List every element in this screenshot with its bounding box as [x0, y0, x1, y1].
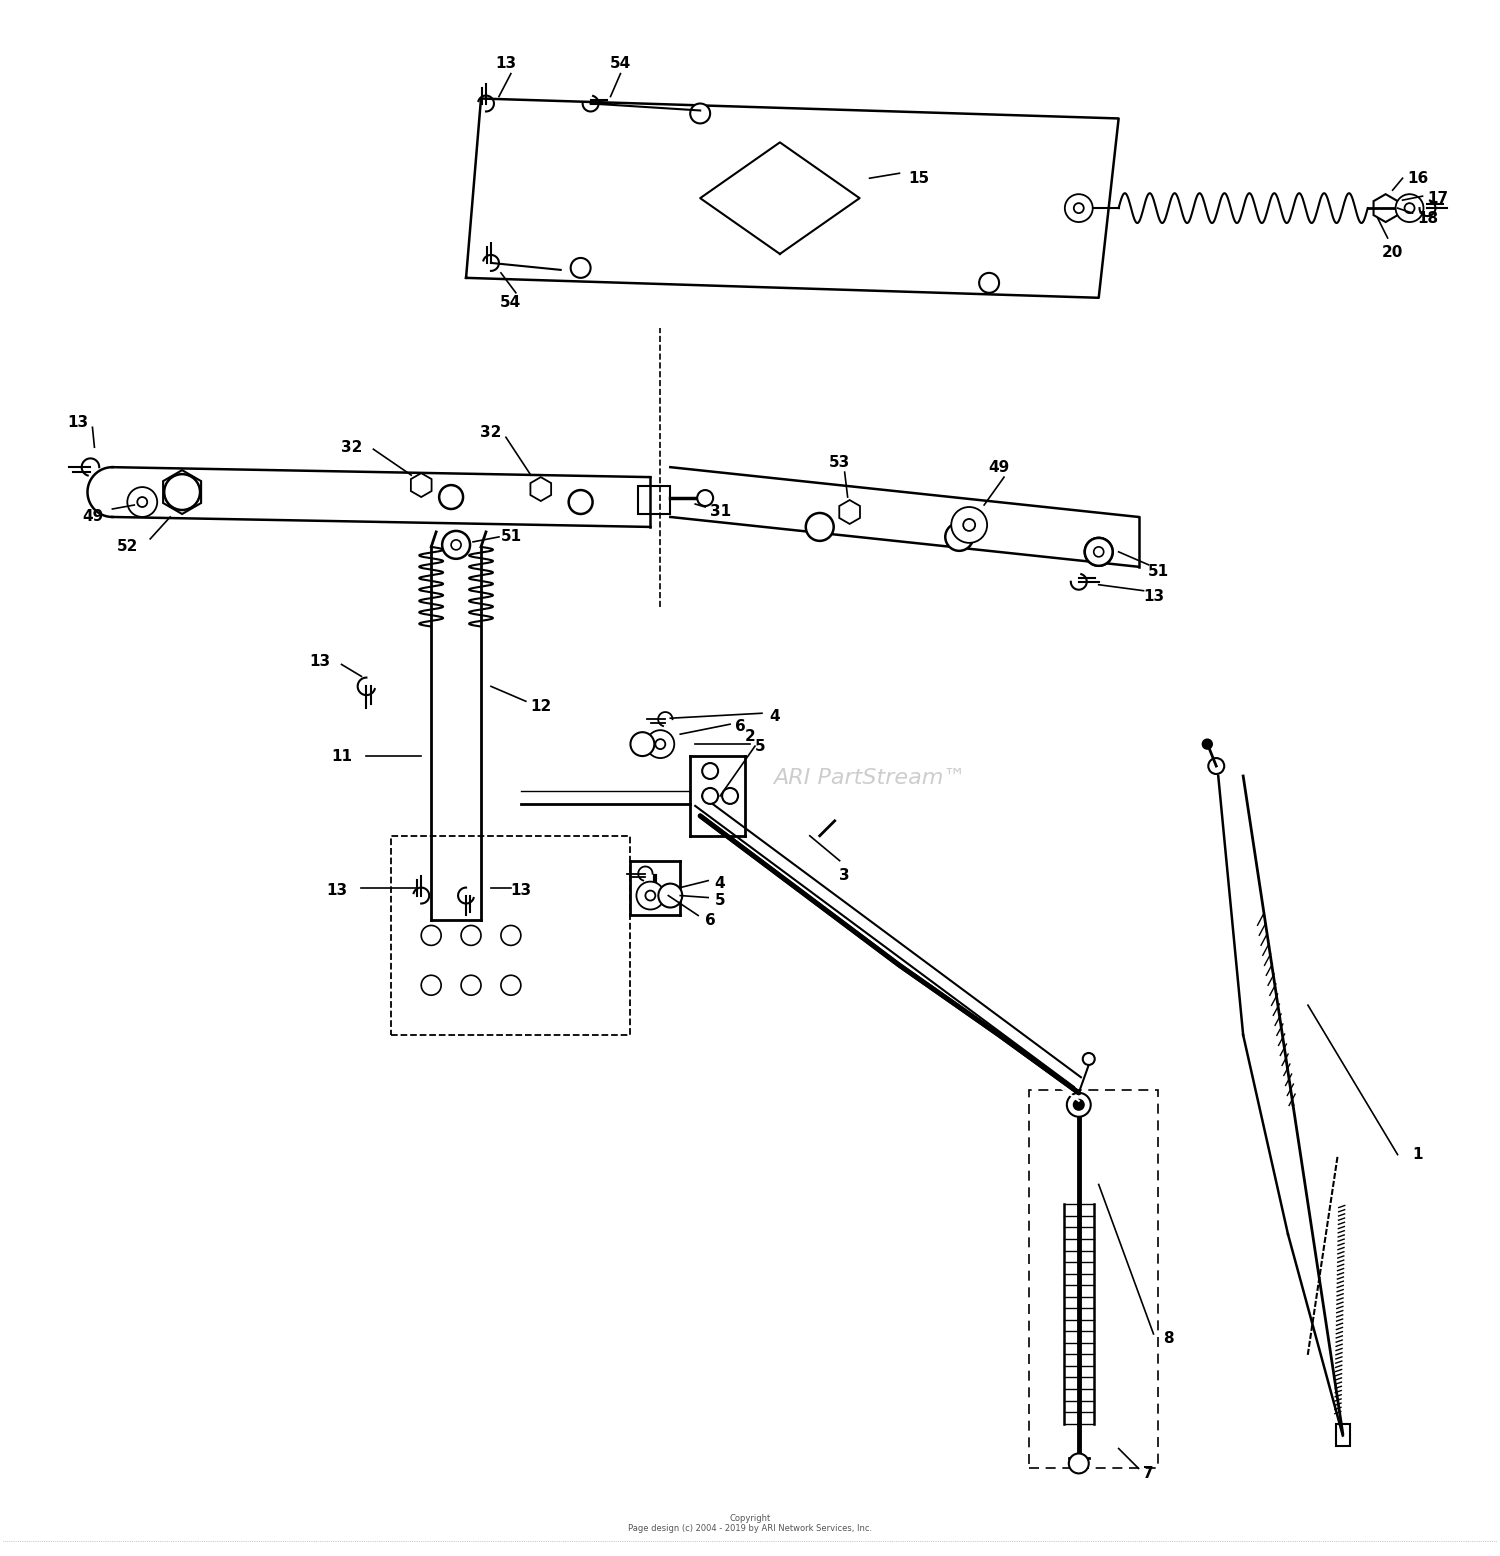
Text: 5: 5 — [754, 739, 765, 753]
Text: 49: 49 — [82, 509, 104, 524]
Circle shape — [501, 976, 520, 996]
Text: 16: 16 — [1407, 171, 1428, 185]
Circle shape — [1074, 1100, 1084, 1109]
Text: 31: 31 — [710, 504, 730, 520]
Circle shape — [452, 540, 460, 549]
Bar — [1029, 1089, 1158, 1469]
Text: ARI PartStream™: ARI PartStream™ — [772, 769, 966, 787]
Text: 6: 6 — [735, 719, 746, 734]
Text: 51: 51 — [1148, 565, 1168, 579]
Text: 11: 11 — [332, 748, 352, 764]
Circle shape — [1070, 1453, 1089, 1474]
Text: 4: 4 — [770, 708, 780, 724]
Circle shape — [722, 787, 738, 804]
Circle shape — [963, 520, 975, 531]
Text: 1: 1 — [1413, 1147, 1424, 1162]
Circle shape — [945, 523, 974, 551]
Circle shape — [951, 507, 987, 543]
Circle shape — [690, 104, 709, 123]
Circle shape — [460, 976, 482, 996]
Text: 18: 18 — [1418, 210, 1438, 226]
Text: 52: 52 — [117, 540, 138, 554]
Text: 17: 17 — [1426, 191, 1448, 205]
Text: 5: 5 — [716, 893, 726, 909]
Circle shape — [1084, 538, 1113, 566]
Circle shape — [422, 976, 441, 996]
Text: 13: 13 — [309, 654, 330, 669]
Circle shape — [1065, 194, 1092, 223]
Text: 54: 54 — [610, 56, 632, 72]
Circle shape — [1404, 204, 1414, 213]
Bar — [639, 485, 670, 513]
Circle shape — [138, 496, 147, 507]
Circle shape — [980, 272, 999, 293]
Circle shape — [698, 490, 712, 506]
Circle shape — [1074, 204, 1084, 213]
Circle shape — [656, 739, 666, 748]
Circle shape — [568, 490, 592, 513]
Bar — [1336, 1424, 1350, 1446]
Text: 51: 51 — [501, 529, 522, 545]
Text: 3: 3 — [840, 868, 850, 884]
Text: 13: 13 — [495, 56, 516, 72]
Text: 53: 53 — [830, 454, 850, 470]
Circle shape — [460, 926, 482, 946]
Text: 13: 13 — [68, 415, 88, 429]
Circle shape — [646, 730, 675, 758]
Text: 13: 13 — [1143, 590, 1164, 604]
Text: 13: 13 — [326, 884, 346, 898]
Text: 32: 32 — [480, 425, 501, 440]
Text: 15: 15 — [909, 171, 930, 185]
Text: 7: 7 — [1143, 1466, 1154, 1481]
Circle shape — [702, 787, 718, 804]
Text: 49: 49 — [988, 459, 1010, 475]
Text: 54: 54 — [501, 296, 522, 310]
Polygon shape — [411, 473, 432, 496]
Text: 20: 20 — [1382, 246, 1404, 260]
Circle shape — [501, 926, 520, 946]
Circle shape — [630, 733, 654, 756]
Circle shape — [1203, 739, 1212, 748]
Circle shape — [1066, 1092, 1090, 1117]
Circle shape — [658, 884, 682, 907]
Circle shape — [1094, 546, 1104, 557]
Circle shape — [1084, 538, 1113, 566]
Circle shape — [442, 531, 470, 559]
Text: 13: 13 — [510, 884, 531, 898]
Circle shape — [702, 762, 718, 780]
Text: 2: 2 — [744, 728, 756, 744]
Circle shape — [422, 926, 441, 946]
Circle shape — [1083, 1053, 1095, 1064]
Text: 6: 6 — [705, 913, 716, 927]
Bar — [392, 836, 630, 1035]
Circle shape — [1395, 194, 1423, 223]
Text: 8: 8 — [1162, 1332, 1174, 1346]
Text: Copyright
Page design (c) 2004 - 2019 by ARI Network Services, Inc.: Copyright Page design (c) 2004 - 2019 by… — [628, 1514, 872, 1533]
Circle shape — [440, 485, 464, 509]
Polygon shape — [840, 499, 860, 524]
Circle shape — [1209, 758, 1224, 773]
Circle shape — [164, 475, 200, 510]
Circle shape — [806, 513, 834, 541]
Text: 12: 12 — [530, 699, 552, 714]
Polygon shape — [164, 470, 201, 513]
Polygon shape — [531, 478, 550, 501]
Polygon shape — [1374, 194, 1398, 223]
Text: 32: 32 — [340, 440, 362, 454]
Circle shape — [570, 258, 591, 279]
Text: 4: 4 — [716, 876, 726, 892]
Circle shape — [645, 890, 656, 901]
Circle shape — [128, 487, 158, 517]
Circle shape — [636, 882, 664, 910]
